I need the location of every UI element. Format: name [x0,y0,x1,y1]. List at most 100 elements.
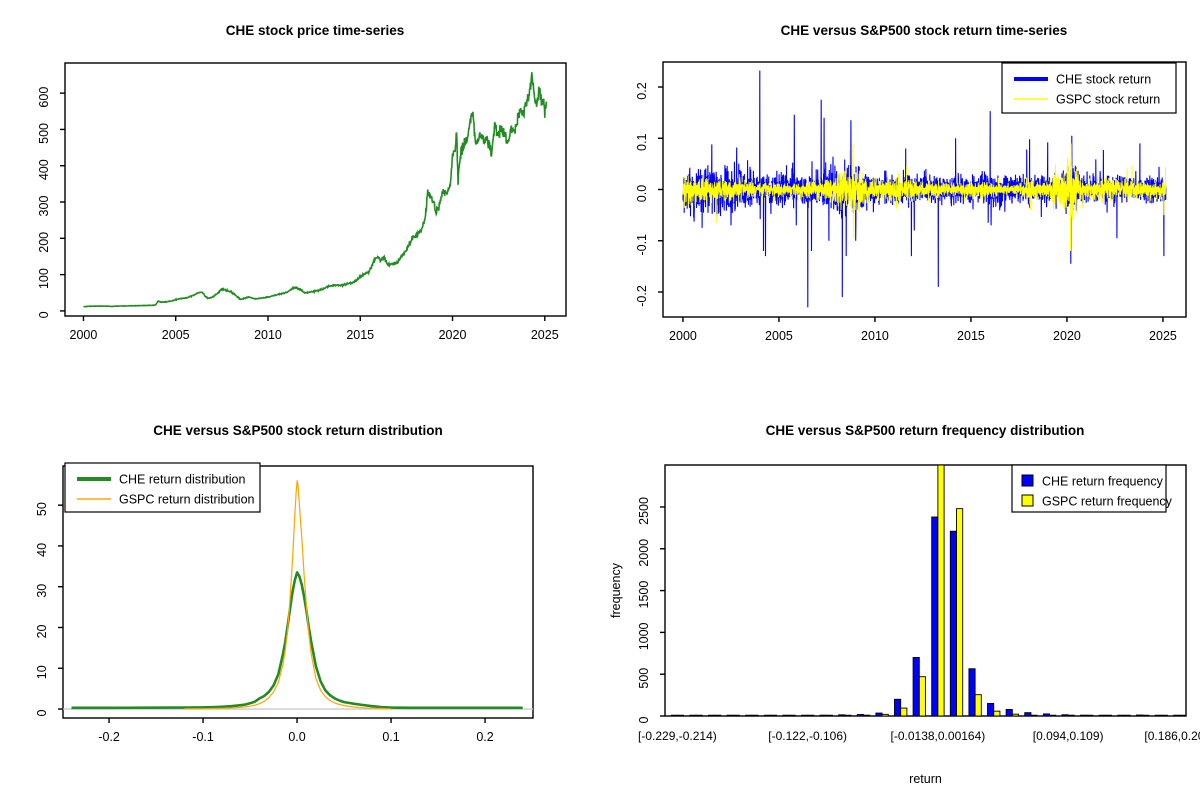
gspc-frequency-bar [937,465,945,716]
price-chart: 2000 2005 2010 2015 2020 2025 0 100 200 300 400 500… [37,62,567,342]
y-tick-label: 0 [35,710,49,717]
x-tick-label: 2020 [1053,329,1081,343]
x-tick-label: [-0.0138,0.00164) [891,729,986,743]
legend-label: GSPC return frequency [1042,495,1173,509]
gspc-frequency-bar [714,714,722,716]
y-tick-label: 200 [37,232,51,253]
legend: CHE stock return GSPC stock return [1001,62,1177,114]
che-frequency-bar [838,714,846,716]
x-tick-label: 2025 [1149,329,1177,343]
y-tick-label: 0 [637,716,651,723]
gspc-frequency-bar [1142,714,1150,716]
y-axis-title: frequency [609,562,623,618]
x-tick-label: 2010 [861,329,889,343]
y-tick-label: 50 [35,502,49,516]
panel-price-timeseries: CHE stock price time-series 2000 2005 2010… [0,0,600,400]
y-tick-label: -0.2 [635,285,649,307]
che-frequency-bar [875,712,883,716]
y-axis: 0 500 1000 1500 2000 2500 [637,497,665,723]
gspc-frequency-bar [807,714,815,716]
distribution-chart: -0.2 -0.1 0.0 0.1 0.2 0 10 20 30 40 50 CHE return d… [35,462,534,744]
y-tick-label: 10 [35,665,49,679]
che-frequency-bar [1061,714,1069,716]
che-frequency-bar [1098,714,1106,716]
y-tick-label: 500 [37,123,51,144]
x-tick-label: 2005 [765,329,793,343]
y-tick-label: 40 [35,543,49,557]
che-frequency-bar [987,703,995,716]
gspc-frequency-bar [956,508,964,716]
che-frequency-bar [670,714,678,716]
che-frequency-bar [707,714,716,716]
x-tick-label: 2005 [162,328,190,342]
legend: CHE return distribution GSPC return distr… [64,462,261,513]
gspc-frequency-bar [844,714,852,716]
che-frequency-bar [1154,714,1162,716]
che-frequency-bar [763,714,771,716]
return-chart-title: CHE versus S&P500 stock return time-seri… [780,23,1068,38]
gspc-frequency-bar [974,694,982,716]
y-tick-label: 20 [35,624,49,638]
series-gspc-return [682,143,1167,252]
plot-frame [62,465,534,719]
gspc-frequency-bar [1123,714,1131,716]
legend-label: CHE return distribution [119,473,245,487]
che-frequency-bar [726,714,734,716]
frequency-chart: 0 500 1000 1500 2000 2500 [-0.229,-0.214) [-0.1… [609,464,1200,786]
bar-groups [670,465,1186,716]
gspc-frequency-bar [1049,714,1057,716]
price-chart-title: CHE stock price time-series [225,23,405,38]
legend-label: CHE stock return [1056,73,1151,87]
x-axis: 2000 2005 2010 2015 2020 2025 [70,316,559,342]
gspc-frequency-bar [900,707,908,716]
che-frequency-bar [931,516,939,716]
gspc-frequency-bar [769,714,778,716]
x-axis-title: return [909,772,942,786]
y-tick-label: -0.1 [635,234,649,256]
y-tick-label: 400 [37,159,51,180]
che-frequency-bar [1135,714,1144,716]
series-gspc-density [184,480,392,710]
gspc-frequency-bar [1104,714,1113,716]
gspc-frequency-bar [695,714,703,716]
che-frequency-bar [894,698,902,716]
gspc-frequency-bar [993,710,1001,716]
che-frequency-bar [1024,712,1032,716]
y-tick-label: 2000 [637,539,651,567]
che-frequency-bar [1173,714,1181,716]
che-frequency-bar [856,714,864,716]
legend: CHE return frequency GSPC return frequenc… [1011,464,1173,513]
che-frequency-bar [1005,709,1013,716]
y-tick-label: 600 [37,87,51,108]
legend-box-sample [1021,494,1034,507]
x-tick-label: 2000 [70,328,98,342]
che-price-line [83,72,548,308]
x-tick-label: 2015 [957,329,985,343]
gspc-frequency-bar [1030,714,1038,716]
x-tick-label: 2010 [254,328,282,342]
che-frequency-bar [949,530,957,716]
y-tick-label: 0.0 [635,185,649,202]
legend-label: GSPC return distribution [119,493,255,507]
y-tick-label: 0.2 [635,82,649,99]
y-axis: 0 100 200 300 400 500 600 [37,87,65,318]
gspc-frequency-bar [825,714,833,716]
x-axis: 2000 2005 2010 2015 2020 2025 [669,317,1177,343]
legend-box-sample [1021,474,1034,487]
y-tick-label: 30 [35,584,49,598]
x-axis: -0.2 -0.1 0.0 0.1 0.2 [98,718,494,744]
y-tick-label: 1000 [637,622,651,650]
panel-return-distribution: CHE versus S&P500 stock return distribut… [0,400,600,800]
x-tick-label: [-0.229,-0.214) [638,729,717,743]
x-tick-label: -0.2 [98,730,120,744]
series-che-density [71,571,523,710]
x-tick-label: 2025 [531,328,559,342]
che-frequency-bar [1042,713,1051,716]
panel-return-frequency: CHE versus S&P500 return frequency distr… [600,400,1200,800]
gspc-frequency-bar [1179,714,1186,716]
gspc-frequency-bar [676,714,685,716]
y-tick-label: 2500 [637,497,651,525]
che-frequency-bar [800,714,809,716]
x-tick-label: 0.0 [288,730,305,744]
che-frequency-bar [968,668,976,716]
